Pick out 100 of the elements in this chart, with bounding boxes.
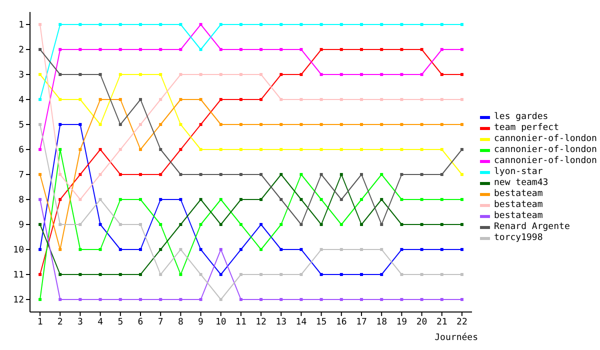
x-tick-label: 20 <box>416 317 428 328</box>
point <box>460 48 464 51</box>
point <box>219 148 222 151</box>
point <box>219 223 222 226</box>
y-tick-label: 5 <box>18 120 24 131</box>
point <box>219 273 222 276</box>
point <box>78 23 82 26</box>
point <box>78 148 82 151</box>
point <box>219 198 222 201</box>
y-tick-label: 10 <box>13 246 24 256</box>
point <box>58 223 62 226</box>
point <box>38 298 42 301</box>
point <box>219 123 222 126</box>
point <box>320 298 323 301</box>
point <box>420 48 424 51</box>
point <box>239 23 242 26</box>
point <box>58 248 62 251</box>
point <box>199 248 202 251</box>
point <box>440 48 444 51</box>
point <box>159 273 162 276</box>
point <box>239 298 242 301</box>
point <box>400 298 404 301</box>
x-tick-label: 2 <box>57 317 63 328</box>
legend-label: team perfect <box>494 123 560 134</box>
point <box>300 273 303 276</box>
legend-label: cannonier-of-london <box>494 134 597 145</box>
point <box>460 123 464 126</box>
point <box>260 148 263 151</box>
point <box>260 23 263 26</box>
x-tick-label: 8 <box>178 317 184 328</box>
point <box>58 273 62 276</box>
point <box>380 248 384 251</box>
line-series <box>38 173 464 276</box>
point <box>280 48 283 51</box>
point <box>98 123 102 126</box>
point <box>380 148 384 151</box>
y-tick-label: 7 <box>18 170 24 181</box>
point <box>320 248 323 251</box>
point <box>78 248 82 251</box>
legend-label: les gardes <box>494 112 548 123</box>
point <box>179 298 182 301</box>
point <box>179 223 182 226</box>
point <box>118 273 122 276</box>
point <box>219 298 222 301</box>
point <box>340 123 343 126</box>
y-tick-label: 8 <box>18 196 24 206</box>
point <box>260 98 263 101</box>
point <box>460 198 464 201</box>
point <box>320 223 323 226</box>
point <box>179 173 182 176</box>
point <box>98 273 102 276</box>
point <box>118 248 122 251</box>
point <box>179 248 182 251</box>
point <box>420 248 424 251</box>
point <box>260 198 263 201</box>
point <box>440 223 444 226</box>
point <box>159 223 162 226</box>
line-series <box>38 48 464 276</box>
point <box>460 23 464 26</box>
y-tick-label: 6 <box>18 146 24 156</box>
point <box>179 73 182 76</box>
point <box>300 148 303 151</box>
point <box>179 48 182 51</box>
point <box>199 98 202 101</box>
point <box>58 173 62 176</box>
point <box>199 173 202 176</box>
point <box>340 173 343 176</box>
point <box>300 198 303 201</box>
point <box>280 98 283 101</box>
point <box>400 248 404 251</box>
legend-label: new team43 <box>494 178 548 189</box>
x-tick-label: 6 <box>138 317 144 328</box>
point <box>98 198 102 201</box>
point <box>300 248 303 251</box>
y-tick-label: 9 <box>18 220 24 231</box>
legend-label: bestateam <box>494 189 543 200</box>
x-tick-label: 15 <box>316 317 327 328</box>
point <box>98 173 102 176</box>
point <box>38 48 42 51</box>
point <box>118 298 122 301</box>
point <box>159 73 162 76</box>
point <box>98 73 102 76</box>
point <box>118 23 122 26</box>
point <box>58 198 62 201</box>
x-tick-label: 12 <box>256 317 266 328</box>
point <box>460 223 464 226</box>
point <box>400 23 404 26</box>
x-tick-label: 4 <box>98 317 104 328</box>
point <box>340 48 343 51</box>
point <box>400 98 404 101</box>
point <box>380 123 384 126</box>
point <box>159 123 162 126</box>
point <box>320 23 323 26</box>
point <box>199 273 202 276</box>
x-tick-label: 9 <box>198 317 204 328</box>
point <box>118 173 122 176</box>
point <box>58 298 62 301</box>
point <box>380 73 384 76</box>
point <box>300 98 303 101</box>
legend-label: Renard Argente <box>494 222 570 233</box>
